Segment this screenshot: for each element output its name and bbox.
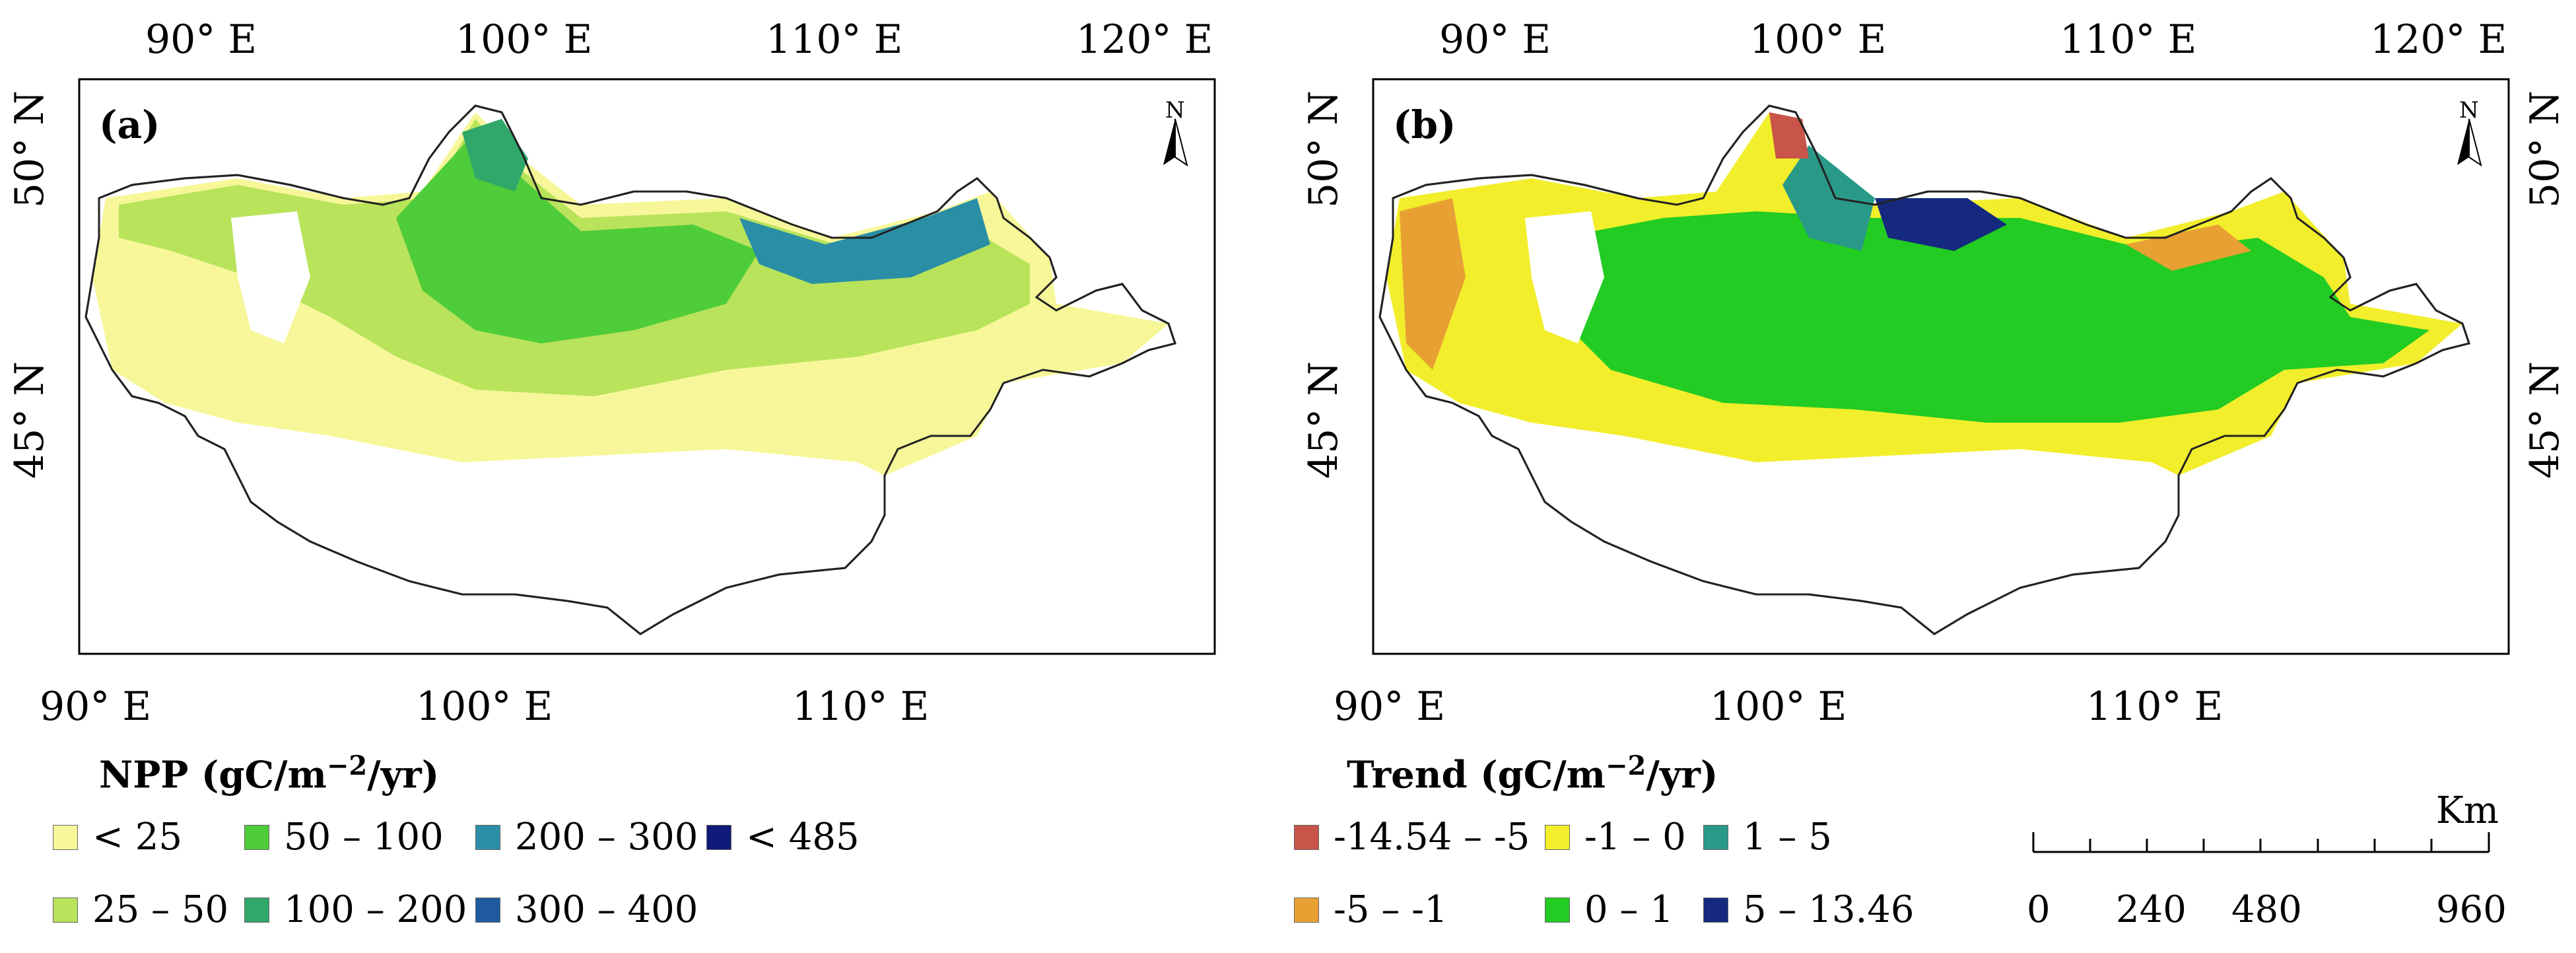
desert-white-region <box>231 211 310 343</box>
bottom-lon-label: 110° E <box>792 684 930 730</box>
scale-unit: Km <box>2436 789 2499 832</box>
legend-swatch <box>1545 898 1570 923</box>
panel-a: 90° E 100° E 110° E 120° E 50° N 45° N N… <box>0 0 1254 726</box>
legend-item: 50 – 100 <box>244 819 444 856</box>
scale-tick-label: 960 <box>2436 888 2507 931</box>
npp-forest-region <box>739 198 990 284</box>
legend-swatch <box>706 825 731 850</box>
top-lon-label: 100° E <box>1749 17 1887 63</box>
north-arrow-icon <box>1163 118 1188 167</box>
legend-swatch <box>244 825 269 850</box>
top-lon-label: 90° E <box>145 17 257 63</box>
legend-item: 1 – 5 <box>1703 819 1832 856</box>
legend-item: 25 – 50 <box>53 892 228 929</box>
legend-item: 200 – 300 <box>475 819 698 856</box>
north-arrow-icon <box>2457 118 2482 167</box>
top-lon-label: 100° E <box>456 17 593 63</box>
npp-legend-title: NPP (gC/m−2/yr) <box>99 750 440 797</box>
bottom-lon-label: 100° E <box>416 684 553 730</box>
legend-swatch <box>53 898 78 923</box>
legend-swatch <box>1703 825 1728 850</box>
desert-white-region <box>1525 211 1604 343</box>
panel-label: (a) <box>99 102 160 147</box>
top-lon-label: 90° E <box>1439 17 1551 63</box>
scale-tick-label: 240 <box>2116 888 2186 931</box>
bottom-lon-label: 90° E <box>40 684 152 730</box>
trend-moderate-positive-region <box>1782 145 1875 251</box>
bottom-lon-label: 90° E <box>1334 684 1446 730</box>
north-label: N <box>2459 97 2479 124</box>
trend-positive-region <box>1558 211 2429 423</box>
legend-item: -14.54 – -5 <box>1294 819 1530 856</box>
bottom-lon-label: 100° E <box>1710 684 1847 730</box>
trend-strong-positive-region <box>1875 198 2007 251</box>
trend-negative-region <box>1400 198 1466 370</box>
legend-swatch <box>244 898 269 923</box>
scale-tick-label: 480 <box>2231 888 2302 931</box>
legend-item: -5 – -1 <box>1294 892 1448 929</box>
legend-item: 5 – 13.46 <box>1703 892 1915 929</box>
map-frame-a <box>78 78 1216 655</box>
north-label: N <box>1165 97 1185 124</box>
scale-tick-label: 0 <box>2027 888 2051 931</box>
legend-item: < 485 <box>706 819 860 856</box>
bottom-lon-label: 110° E <box>2086 684 2223 730</box>
top-lon-label: 110° E <box>2060 17 2197 63</box>
npp-high-region <box>396 132 759 343</box>
top-lon-label: 110° E <box>766 17 903 63</box>
legend-swatch <box>1294 898 1319 923</box>
trend-strong-negative-region <box>1769 112 1809 159</box>
legend-swatch <box>475 898 500 923</box>
npp-forest-region <box>462 119 528 192</box>
legend-swatch <box>1545 825 1570 850</box>
legend-swatch <box>475 825 500 850</box>
legend-item: < 25 <box>53 819 182 856</box>
legend-swatch <box>53 825 78 850</box>
trend-negative-region <box>2126 225 2251 271</box>
map-frame-b <box>1372 78 2510 655</box>
legend-swatch <box>1703 898 1728 923</box>
legend-item: -1 – 0 <box>1545 819 1686 856</box>
legend-item: 100 – 200 <box>244 892 467 929</box>
scale-bar: Km 0 240 480 960 <box>2027 789 2528 929</box>
top-lon-label: 120° E <box>1076 17 1213 63</box>
trend-legend-title: Trend (gC/m−2/yr) <box>1347 750 1718 797</box>
panel-label: (b) <box>1393 102 1456 147</box>
legend-item: 0 – 1 <box>1545 892 1674 929</box>
legend-item: 300 – 400 <box>475 892 698 929</box>
top-lon-label: 120° E <box>2370 17 2507 63</box>
legend-swatch <box>1294 825 1319 850</box>
panel-b: 90° E 100° E 110° E 120° E 50° N 45° N 5… <box>1294 0 2576 726</box>
